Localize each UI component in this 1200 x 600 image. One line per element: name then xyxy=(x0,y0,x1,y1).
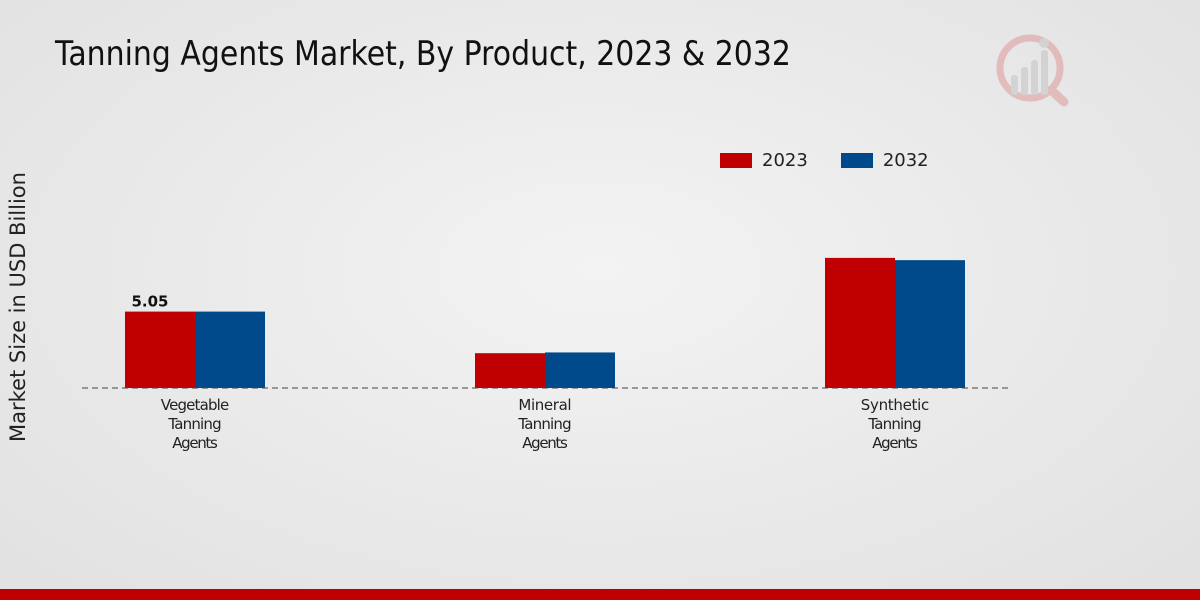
bar-2023-3[interactable] xyxy=(825,257,895,388)
footer-bar xyxy=(0,589,1200,600)
legend-label-2023: 2023 xyxy=(762,150,808,171)
legend-item-2023[interactable]: 2023 xyxy=(720,150,808,171)
legend-label-2032: 2032 xyxy=(882,150,929,171)
bar-2032-3[interactable] xyxy=(895,260,965,388)
x-tick-label-2: Mineral Tanning Agents xyxy=(517,396,571,452)
bar-2032-2[interactable] xyxy=(545,352,615,388)
chart-title: Tanning Agents Market, By Product, 2023 … xyxy=(55,34,791,74)
bar-2023-1[interactable] xyxy=(125,311,195,388)
data-label-1: 5.05 xyxy=(131,293,168,311)
brand-logo-icon xyxy=(996,34,1069,107)
legend-item-2032[interactable]: 2032 xyxy=(840,150,929,171)
bar-2023-2[interactable] xyxy=(475,353,545,388)
x-tick-label-3: Synthetic Tanning Agents xyxy=(861,396,929,452)
legend-swatch-2023 xyxy=(720,153,752,168)
bar-2032-1[interactable] xyxy=(195,311,265,388)
x-tick-label-1: Vegetable Tanning Agents xyxy=(161,396,229,452)
legend: 2023 2032 xyxy=(720,150,929,171)
legend-swatch-2032 xyxy=(840,153,873,168)
